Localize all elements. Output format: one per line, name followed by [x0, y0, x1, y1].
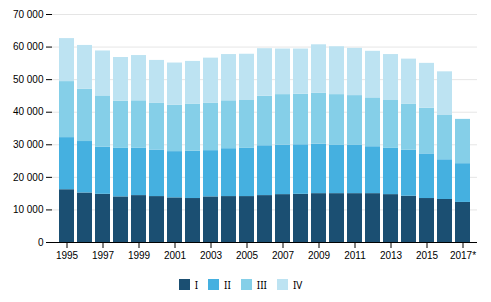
svg-text:40 000: 40 000 — [13, 106, 44, 117]
svg-text:50 000: 50 000 — [13, 74, 44, 85]
svg-text:1999: 1999 — [128, 250, 151, 261]
svg-text:70 000: 70 000 — [13, 9, 44, 20]
svg-text:20 000: 20 000 — [13, 172, 44, 183]
svg-text:10 000: 10 000 — [13, 204, 44, 215]
html-text:III: III — [256, 277, 267, 292]
html-text:IV: IV — [293, 277, 303, 292]
svg-text:2007: 2007 — [272, 250, 295, 261]
svg-text:2013: 2013 — [380, 250, 403, 261]
svg-text:2009: 2009 — [308, 250, 331, 261]
html-text:II: II — [224, 277, 231, 292]
svg-text:60 000: 60 000 — [13, 41, 44, 52]
svg-text:2017*: 2017* — [450, 250, 476, 261]
svg-text:2015: 2015 — [416, 250, 439, 261]
svg-text:1995: 1995 — [56, 250, 79, 261]
svg-text:2001: 2001 — [164, 250, 187, 261]
svg-text:0: 0 — [38, 237, 44, 248]
svg-text:2003: 2003 — [200, 250, 223, 261]
svg-text:2011: 2011 — [344, 250, 366, 261]
svg-text:1997: 1997 — [92, 250, 115, 261]
svg-text:30 000: 30 000 — [13, 139, 44, 150]
html-text:I: I — [194, 277, 198, 292]
svg-text:2005: 2005 — [236, 250, 259, 261]
